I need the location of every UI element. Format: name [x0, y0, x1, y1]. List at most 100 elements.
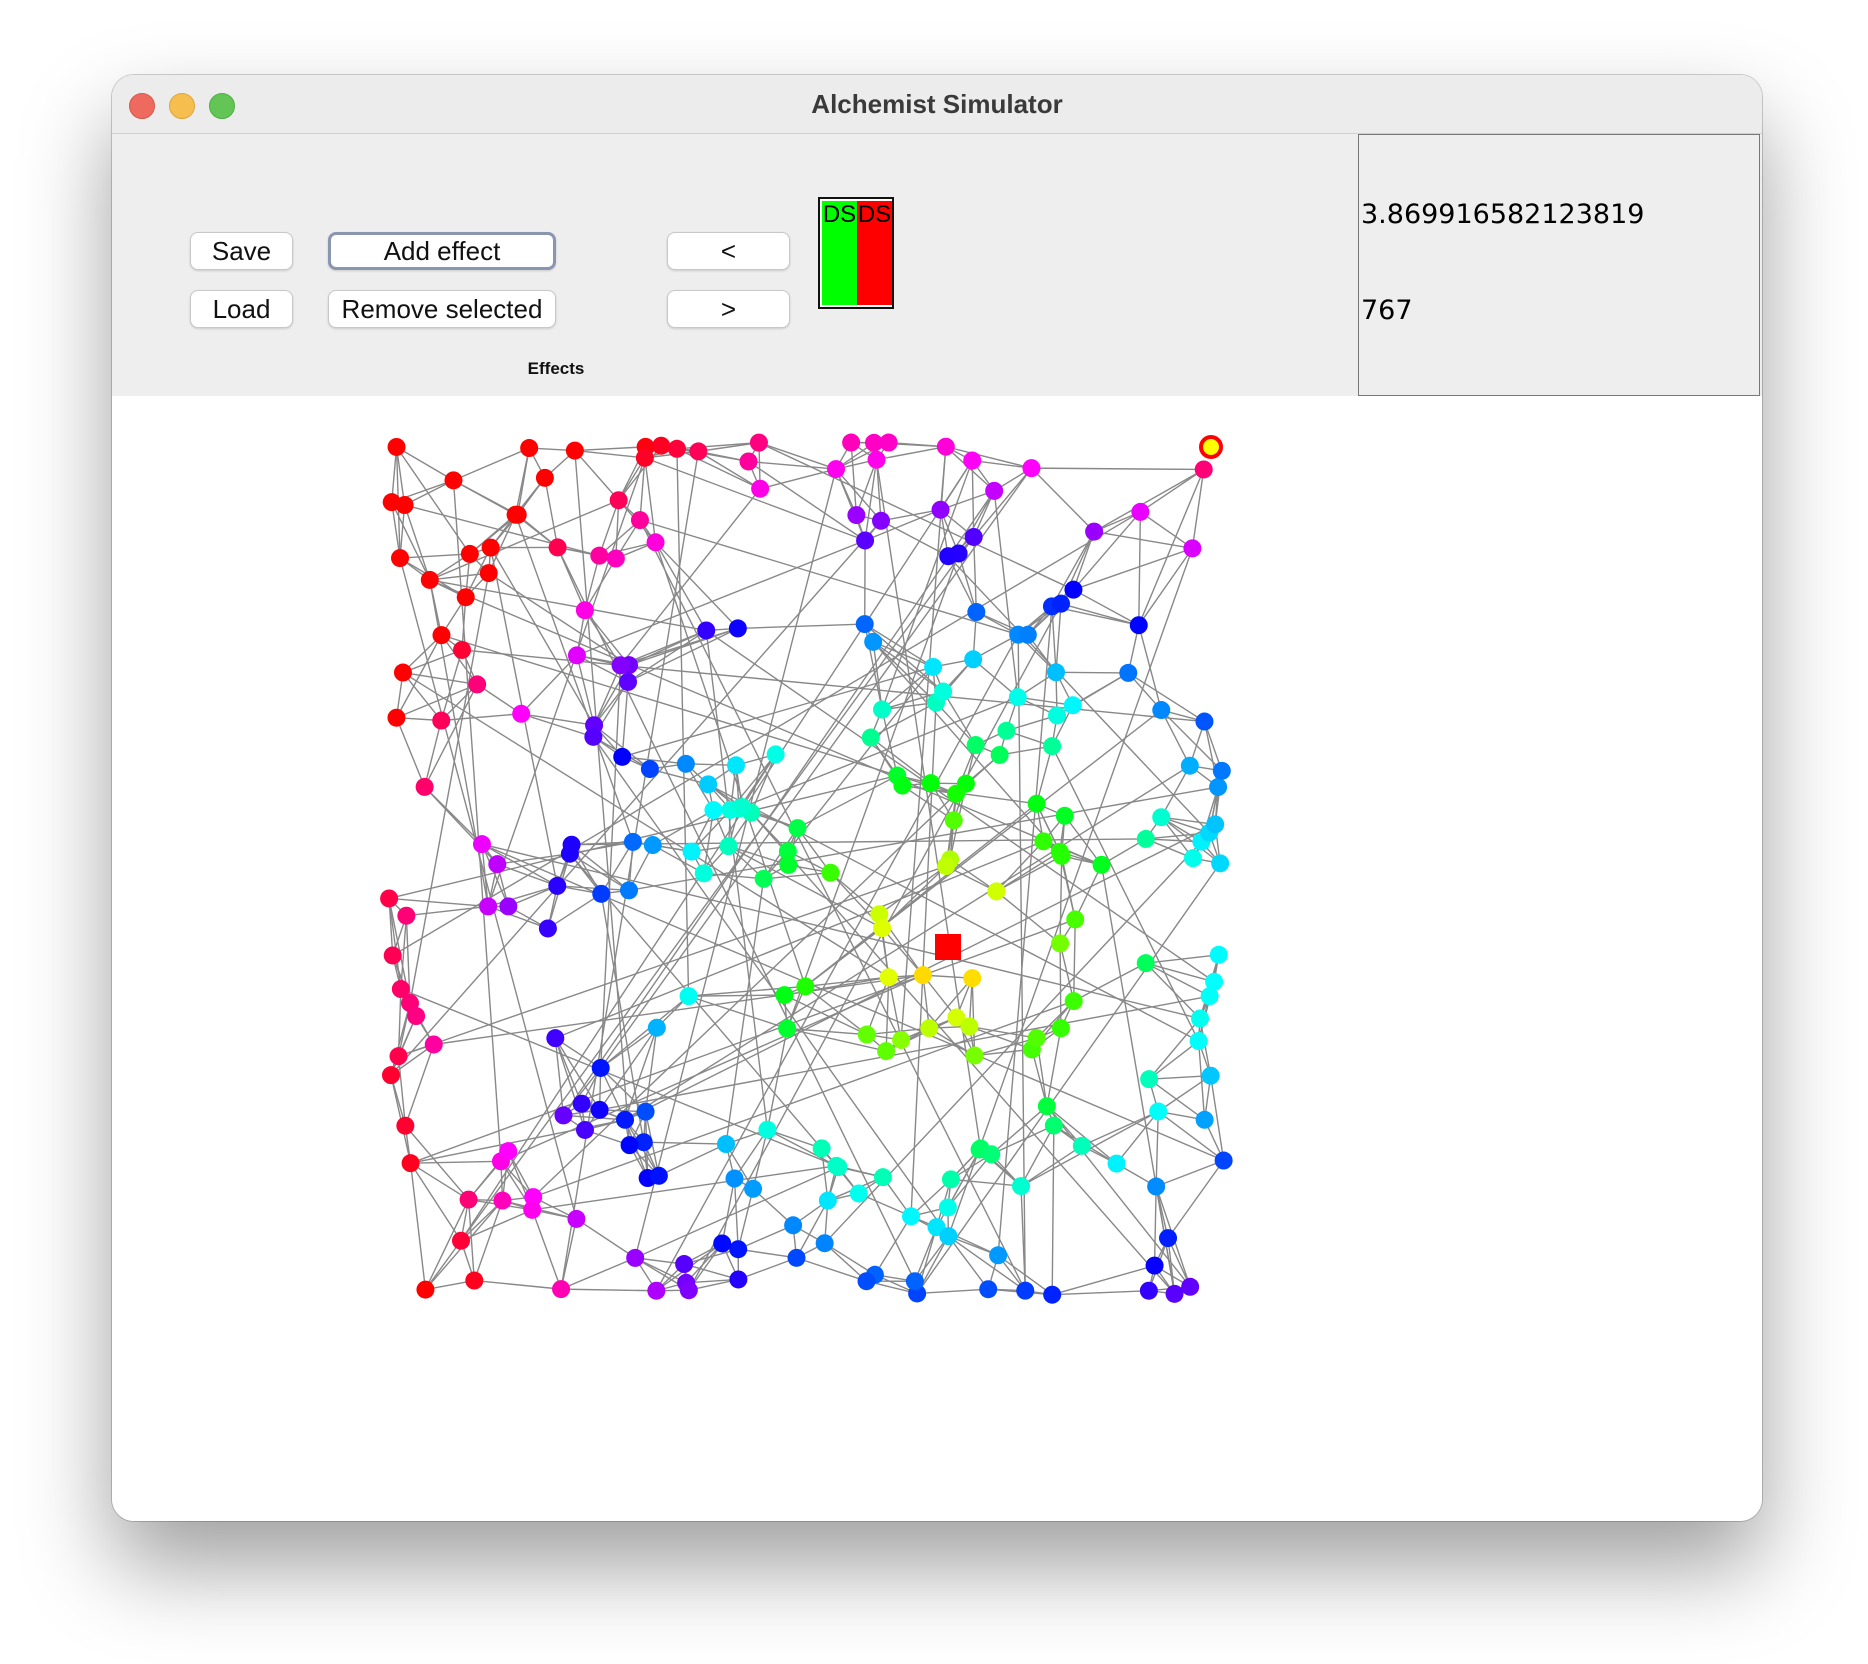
graph-node[interactable] [963, 969, 982, 988]
graph-node[interactable] [739, 452, 758, 471]
graph-node[interactable] [966, 736, 985, 755]
graph-node[interactable] [465, 1271, 484, 1290]
graph-node[interactable] [646, 533, 665, 552]
graph-node[interactable] [964, 527, 983, 546]
graph-node[interactable] [967, 603, 986, 622]
graph-node[interactable] [634, 1133, 653, 1152]
graph-node[interactable] [1189, 1032, 1208, 1051]
graph-node[interactable] [432, 626, 451, 645]
graph-node[interactable] [1064, 580, 1083, 599]
graph-node[interactable] [635, 448, 654, 467]
graph-node[interactable] [937, 857, 956, 876]
graph-node[interactable] [1131, 502, 1150, 521]
graph-node[interactable] [575, 601, 594, 620]
graph-node[interactable] [479, 897, 498, 916]
previous-button[interactable]: < [667, 232, 790, 270]
effect-swatch-green[interactable]: DS [822, 201, 857, 305]
graph-node[interactable] [920, 1019, 939, 1038]
graph-node[interactable] [936, 437, 955, 456]
graph-node[interactable] [729, 1240, 748, 1259]
graph-node[interactable] [391, 980, 410, 999]
graph-node[interactable] [1165, 1284, 1184, 1303]
graph-node[interactable] [616, 1110, 635, 1129]
graph-node[interactable] [779, 855, 798, 874]
graph-node[interactable] [407, 1007, 426, 1026]
graph-node[interactable] [1018, 625, 1037, 644]
graph-node[interactable] [626, 1248, 645, 1267]
graph-node[interactable] [1183, 849, 1202, 868]
graph-node[interactable] [397, 906, 416, 925]
graph-node[interactable] [879, 433, 898, 452]
graph-node[interactable] [643, 836, 662, 855]
graph-node[interactable] [849, 1184, 868, 1203]
graph-node[interactable] [1047, 663, 1066, 682]
graph-node[interactable] [749, 433, 768, 452]
graph-node[interactable] [1136, 954, 1155, 973]
graph-node[interactable] [812, 1139, 831, 1158]
next-button[interactable]: > [667, 290, 790, 328]
graph-node[interactable] [1195, 712, 1214, 731]
graph-node[interactable] [864, 632, 883, 651]
graph-node[interactable] [960, 1017, 979, 1036]
graph-node[interactable] [921, 774, 940, 793]
graph-node[interactable] [623, 832, 642, 851]
graph-node[interactable] [1012, 1177, 1031, 1196]
graph-node[interactable] [855, 615, 874, 634]
graph-node[interactable] [847, 506, 866, 525]
graph-node[interactable] [584, 727, 603, 746]
graph-node[interactable] [1027, 794, 1046, 813]
graph-node[interactable] [567, 1209, 586, 1228]
graph-node[interactable] [694, 864, 713, 883]
graph-node[interactable] [1092, 855, 1111, 874]
graph-node[interactable] [472, 835, 491, 854]
graph-node[interactable] [1043, 1285, 1062, 1304]
graph-node[interactable] [1016, 1281, 1035, 1300]
graph-node[interactable] [1119, 663, 1138, 682]
graph-node[interactable] [682, 842, 701, 861]
graph-node[interactable] [979, 1280, 998, 1299]
graph-node[interactable] [697, 621, 716, 640]
zoom-window-button[interactable] [209, 93, 235, 119]
effect-swatch-red[interactable]: DS [857, 201, 892, 305]
graph-node[interactable] [613, 747, 632, 766]
graph-node[interactable] [1214, 1151, 1233, 1170]
graph-node[interactable] [479, 564, 498, 583]
graph-node[interactable] [1008, 688, 1027, 707]
graph-node[interactable] [699, 775, 718, 794]
graph-node[interactable] [1129, 616, 1148, 635]
graph-node[interactable] [934, 682, 953, 701]
graph-node[interactable] [867, 450, 886, 469]
graph-node[interactable] [985, 481, 1004, 500]
graph-node[interactable] [1211, 854, 1230, 873]
graph-node[interactable] [383, 946, 402, 965]
graph-node[interactable] [619, 881, 638, 900]
graph-node[interactable] [892, 1030, 911, 1049]
graph-node[interactable] [864, 433, 883, 452]
graph-node[interactable] [1209, 778, 1228, 797]
graph-node[interactable] [1180, 756, 1199, 775]
graph-node[interactable] [460, 544, 479, 563]
load-button[interactable]: Load [190, 290, 293, 328]
graph-node[interactable] [870, 905, 889, 924]
graph-node[interactable] [990, 745, 1009, 764]
graph-node[interactable] [640, 760, 659, 779]
graph-node[interactable] [1085, 522, 1104, 541]
graph-node[interactable] [1064, 992, 1083, 1011]
graph-node[interactable] [572, 1094, 591, 1113]
graph-node[interactable] [420, 570, 439, 589]
graph-node[interactable] [704, 801, 723, 820]
graph-node[interactable] [499, 1142, 518, 1161]
graph-node[interactable] [1037, 1097, 1056, 1116]
graph-node[interactable] [827, 460, 846, 479]
graph-node[interactable] [1043, 737, 1062, 756]
graph-node[interactable] [857, 1025, 876, 1044]
graph-node[interactable] [1147, 1177, 1166, 1196]
graph-node[interactable] [719, 837, 738, 856]
graph-node[interactable] [938, 1198, 957, 1217]
graph-node[interactable] [733, 798, 752, 817]
graph-node[interactable] [675, 1255, 694, 1274]
graph-node[interactable] [1063, 696, 1082, 715]
graph-node[interactable] [667, 439, 686, 458]
graph-node[interactable] [520, 439, 539, 458]
graph-node[interactable] [387, 708, 406, 727]
